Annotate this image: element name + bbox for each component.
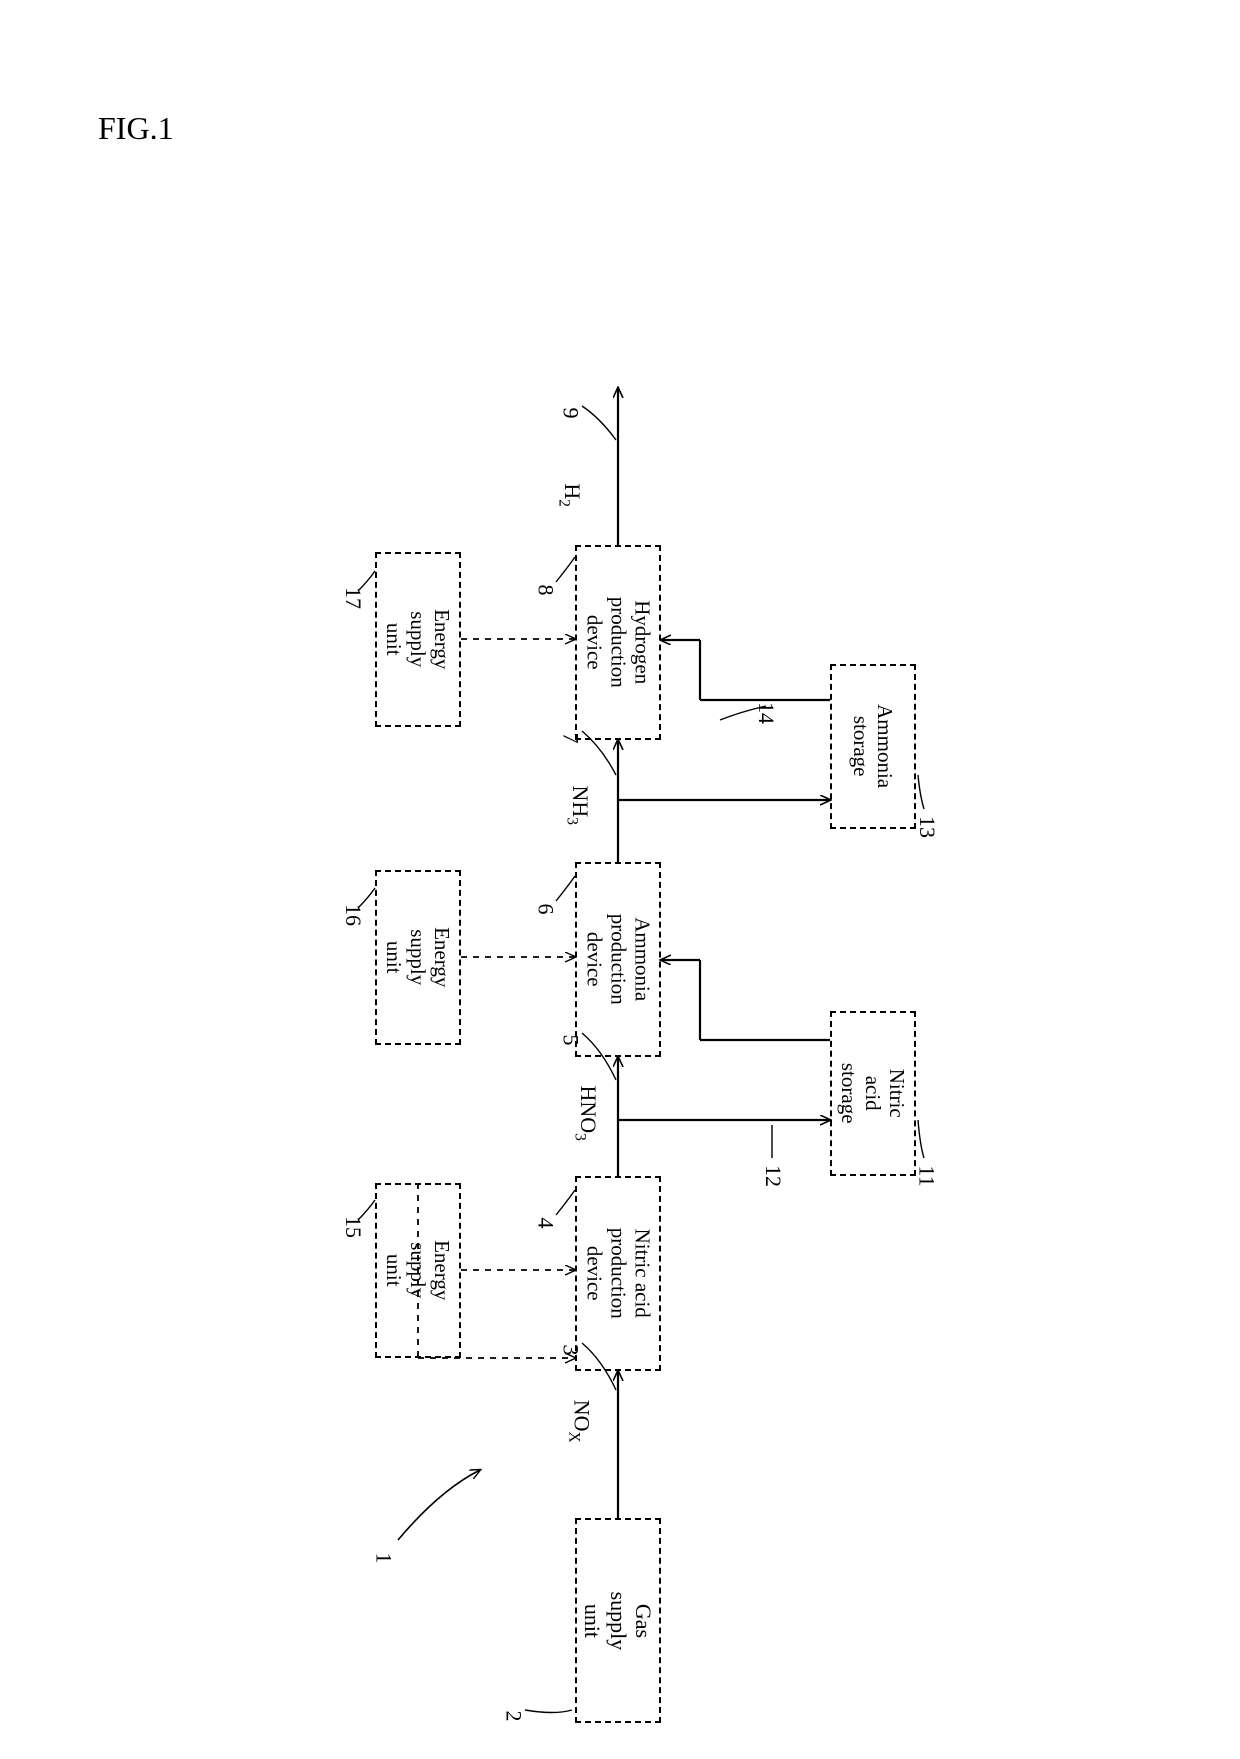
ref-3: 3 <box>558 1345 584 1356</box>
edge-label-nh3: NH3 <box>563 785 593 824</box>
node-energy-supply-2: Energy supply unit <box>375 870 461 1045</box>
ref-7: 7 <box>558 733 584 744</box>
node-energy-supply-1: Energy supply unit <box>375 1183 461 1358</box>
node-energy-supply-3: Energy supply unit <box>375 552 461 727</box>
node-gas-supply: Gas supply unit <box>575 1518 661 1723</box>
ref-8: 8 <box>533 585 559 596</box>
ref-9: 9 <box>558 408 584 419</box>
ref-4: 4 <box>533 1218 559 1229</box>
ref-17: 17 <box>340 587 366 609</box>
node-nitric-acid-storage: Nitric acid storage <box>830 1011 916 1176</box>
node-ammonia-production: Ammonia production device <box>575 862 661 1057</box>
ref-11: 11 <box>914 1165 940 1186</box>
ref-15: 15 <box>340 1216 366 1238</box>
node-hydrogen-production: Hydrogen production device <box>575 545 661 740</box>
edge-label-h2: H2 <box>555 483 585 507</box>
diagram-canvas: FIG.1 Gas supply unit Nitric acid produc… <box>0 0 1240 1759</box>
edge-label-nox: NOX <box>564 1400 594 1443</box>
figure-label: FIG.1 <box>98 110 174 147</box>
ref-6: 6 <box>533 904 559 915</box>
ref-1: 1 <box>371 1553 397 1564</box>
ref-2: 2 <box>501 1711 527 1722</box>
ref-5: 5 <box>558 1035 584 1046</box>
ref-14: 14 <box>753 702 779 724</box>
node-ammonia-storage: Ammonia storage <box>830 664 916 829</box>
node-nitric-acid-production: Nitric acid production device <box>575 1176 661 1371</box>
ref-13: 13 <box>914 816 940 838</box>
ref-16: 16 <box>340 904 366 926</box>
ref-12: 12 <box>760 1165 786 1187</box>
edge-label-hno3: HNO3 <box>570 1086 600 1141</box>
